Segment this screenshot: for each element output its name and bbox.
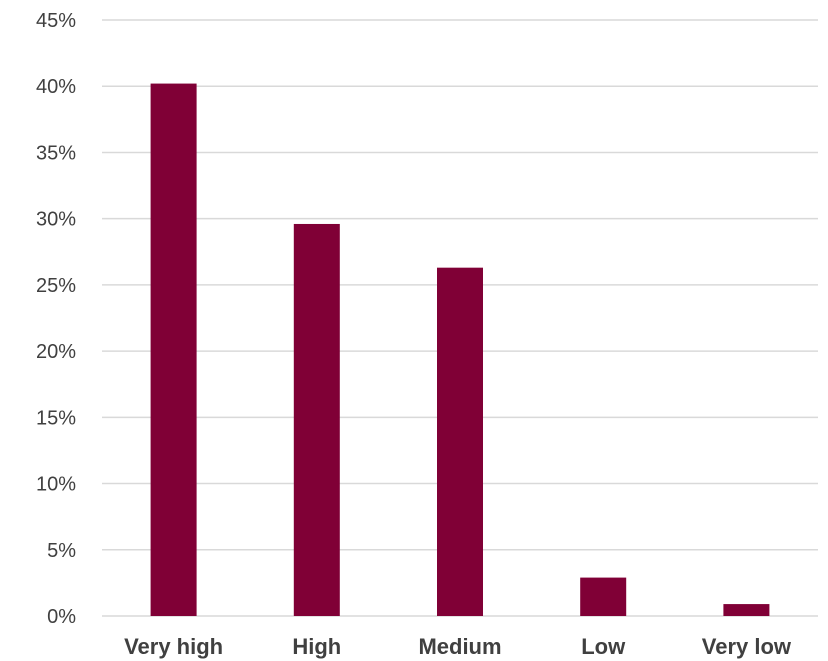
y-tick-label: 45% <box>36 10 76 32</box>
y-tick-label: 30% <box>36 209 76 231</box>
y-tick-label: 15% <box>36 407 76 429</box>
y-tick-label: 10% <box>36 474 76 496</box>
bar <box>293 223 340 616</box>
y-tick-label: 35% <box>36 142 76 164</box>
x-category-label: Medium <box>418 634 501 659</box>
x-category-label: Low <box>581 634 626 659</box>
y-tick-label: 40% <box>36 76 76 98</box>
bar <box>150 83 197 616</box>
y-tick-label: 5% <box>47 540 76 562</box>
y-tick-label: 20% <box>36 341 76 363</box>
x-category-label: High <box>292 634 341 659</box>
y-tick-label: 0% <box>47 606 76 628</box>
x-category-label: Very low <box>702 634 792 659</box>
bar <box>580 577 627 616</box>
y-tick-label: 25% <box>36 275 76 297</box>
x-category-label: Very high <box>124 634 223 659</box>
bar <box>723 604 770 616</box>
bar <box>437 267 483 616</box>
